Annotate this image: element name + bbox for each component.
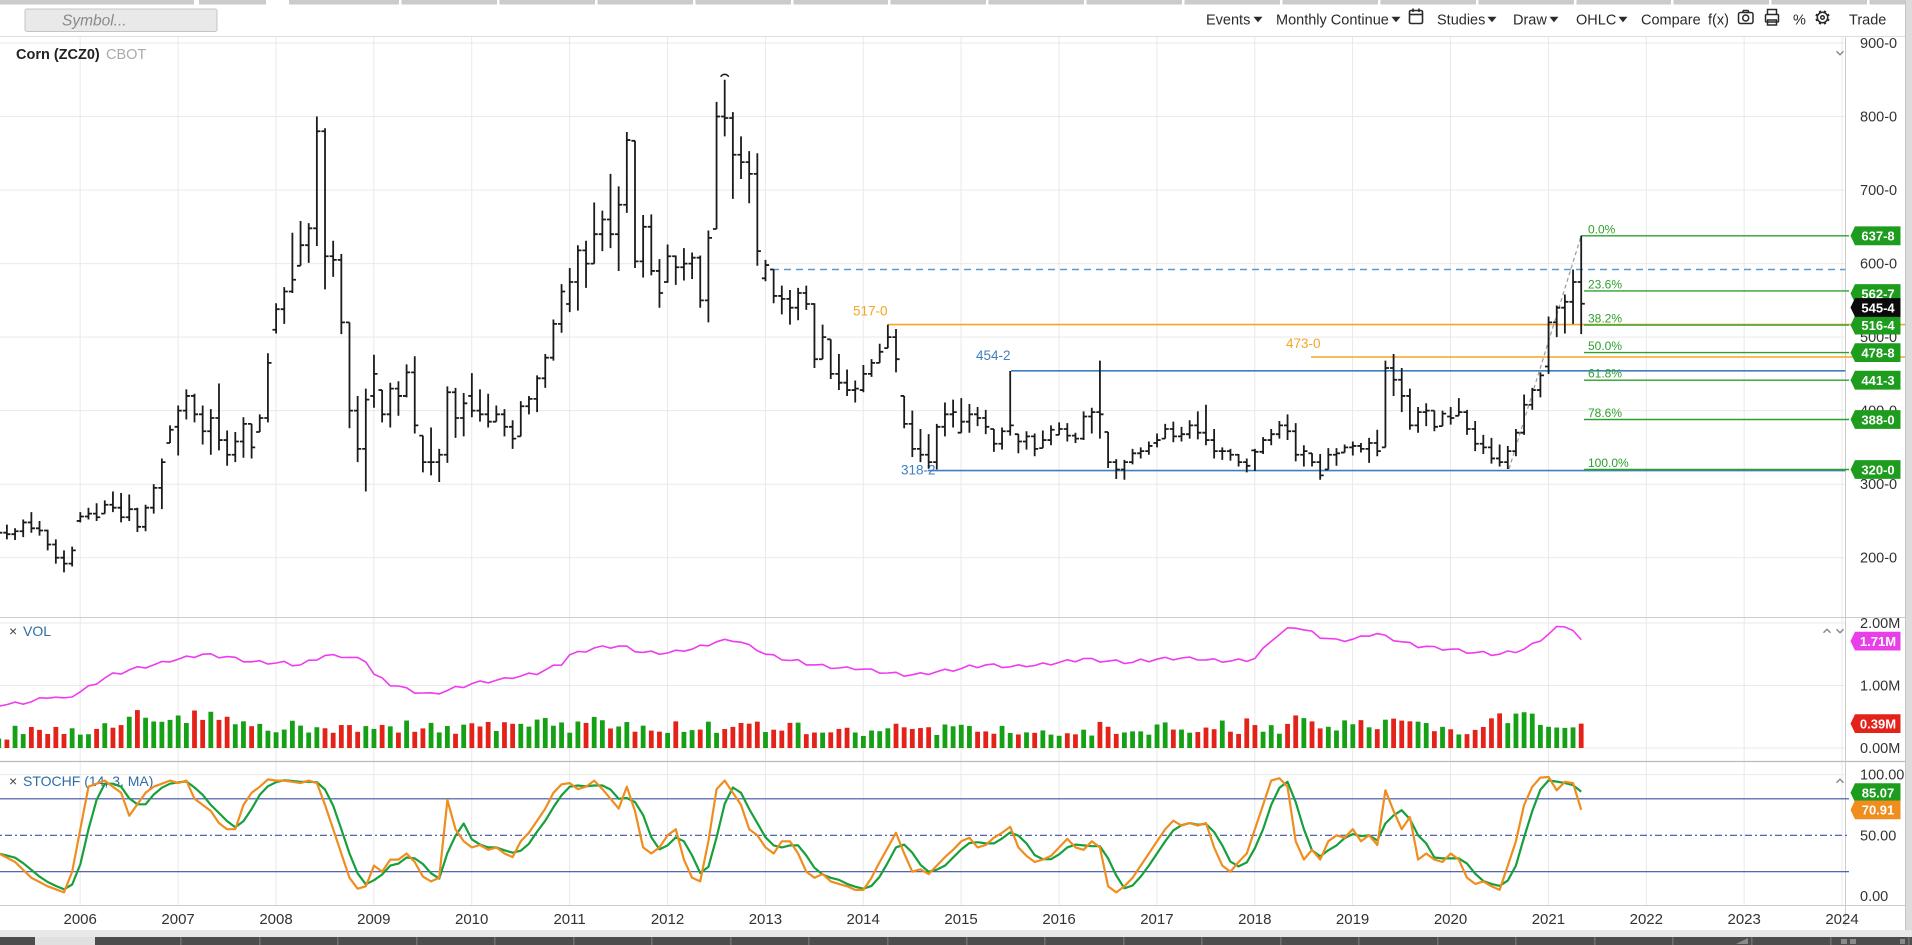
svg-text:Compare: Compare	[1641, 13, 1701, 29]
svg-text:517-0: 517-0	[853, 304, 888, 319]
svg-text:2.00M: 2.00M	[1860, 616, 1900, 632]
svg-text:2018: 2018	[1238, 911, 1271, 928]
svg-text:Corn (ZCZ0): Corn (ZCZ0)	[16, 47, 100, 63]
svg-text:STOCHF (14, 3, MA): STOCHF (14, 3, MA)	[23, 773, 153, 789]
svg-text:562-7: 562-7	[1861, 286, 1894, 301]
svg-text:Events: Events	[1206, 13, 1250, 29]
svg-text:50.00: 50.00	[1860, 828, 1896, 844]
svg-text:%: %	[1793, 13, 1806, 29]
svg-text:0.00: 0.00	[1860, 889, 1888, 905]
svg-text:2007: 2007	[161, 911, 194, 928]
svg-text:CBOT: CBOT	[106, 47, 146, 63]
svg-text:2009: 2009	[357, 911, 390, 928]
svg-text:2020: 2020	[1434, 911, 1467, 928]
svg-text:1.00M: 1.00M	[1860, 679, 1900, 695]
svg-text:100.00: 100.00	[1860, 768, 1904, 784]
svg-text:2010: 2010	[455, 911, 488, 928]
svg-text:2019: 2019	[1336, 911, 1369, 928]
svg-text:2006: 2006	[64, 911, 97, 928]
svg-text:Studies: Studies	[1437, 13, 1485, 29]
svg-text:×: ×	[9, 773, 17, 789]
svg-text:78.6%: 78.6%	[1588, 406, 1622, 420]
svg-text:545-4: 545-4	[1861, 300, 1895, 315]
svg-text:441-3: 441-3	[1861, 373, 1894, 388]
svg-text:320-0: 320-0	[1861, 462, 1894, 477]
svg-text:f(x): f(x)	[1708, 13, 1729, 29]
svg-text:VOL: VOL	[23, 623, 51, 639]
svg-text:388-0: 388-0	[1861, 412, 1894, 427]
svg-text:38.2%: 38.2%	[1588, 312, 1622, 326]
svg-text:Draw: Draw	[1513, 13, 1547, 29]
svg-text:2022: 2022	[1630, 911, 1663, 928]
svg-text:2024: 2024	[1825, 911, 1858, 928]
svg-text:61.8%: 61.8%	[1588, 367, 1622, 381]
svg-text:2013: 2013	[749, 911, 782, 928]
svg-text:200-0: 200-0	[1860, 551, 1897, 567]
svg-text:23.6%: 23.6%	[1588, 277, 1622, 291]
svg-text:Symbol...: Symbol...	[62, 13, 127, 30]
svg-text:2012: 2012	[651, 911, 684, 928]
svg-text:2021: 2021	[1532, 911, 1565, 928]
svg-text:473-0: 473-0	[1286, 336, 1321, 351]
svg-text:2016: 2016	[1042, 911, 1075, 928]
svg-text:637-8: 637-8	[1861, 229, 1894, 244]
svg-text:2014: 2014	[847, 911, 880, 928]
svg-text:300-0: 300-0	[1860, 477, 1897, 493]
svg-text:2008: 2008	[259, 911, 292, 928]
svg-text:Trade: Trade	[1849, 13, 1886, 29]
svg-text:2023: 2023	[1728, 911, 1761, 928]
svg-text:2015: 2015	[944, 911, 977, 928]
svg-text:×: ×	[9, 623, 17, 639]
svg-text:100.0%: 100.0%	[1588, 456, 1629, 470]
svg-text:85.07: 85.07	[1862, 786, 1895, 801]
svg-text:OHLC: OHLC	[1576, 13, 1616, 29]
svg-text:2011: 2011	[553, 911, 585, 928]
svg-text:600-0: 600-0	[1860, 257, 1897, 273]
svg-text:50.0%: 50.0%	[1588, 339, 1622, 353]
svg-text:70.91: 70.91	[1862, 803, 1895, 818]
svg-text:700-0: 700-0	[1860, 183, 1897, 199]
svg-text:800-0: 800-0	[1860, 110, 1897, 126]
svg-text:Monthly Continue: Monthly Continue	[1276, 13, 1389, 29]
svg-text:0.39M: 0.39M	[1860, 716, 1896, 731]
svg-text:900-0: 900-0	[1860, 36, 1897, 52]
svg-text:318-2: 318-2	[901, 463, 936, 478]
svg-text:0.0%: 0.0%	[1588, 222, 1616, 236]
svg-text:516-4: 516-4	[1861, 318, 1895, 333]
svg-text:478-8: 478-8	[1861, 345, 1894, 360]
svg-text:454-2: 454-2	[976, 348, 1011, 363]
svg-text:1.71M: 1.71M	[1860, 634, 1896, 649]
svg-text:0.00M: 0.00M	[1860, 741, 1900, 757]
svg-text:2017: 2017	[1140, 911, 1173, 928]
